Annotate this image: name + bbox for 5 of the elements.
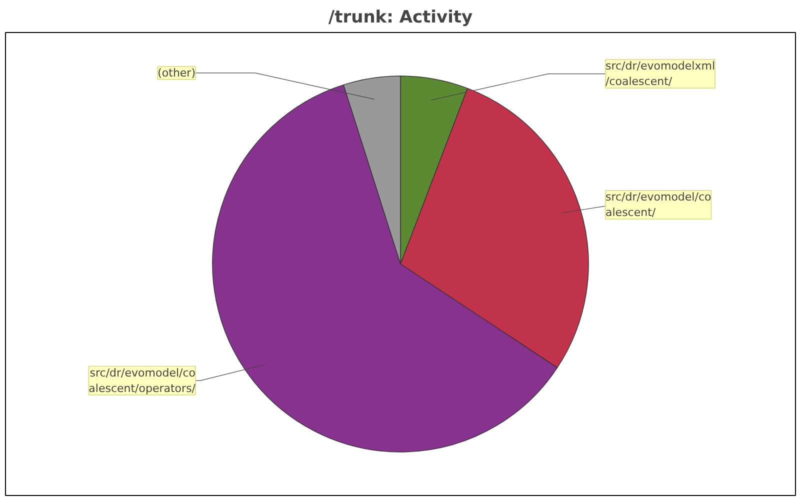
slice-label: src/dr/evomodel/co alescent/operators/ (88, 366, 196, 395)
slice-label: src/dr/evomodel/co alescent/ (606, 190, 712, 220)
slice-label: src/dr/evomodelxml /coalescent/ (606, 60, 716, 88)
slice-label: (other) (158, 66, 196, 80)
chart-title: /trunk: Activity (328, 8, 473, 28)
